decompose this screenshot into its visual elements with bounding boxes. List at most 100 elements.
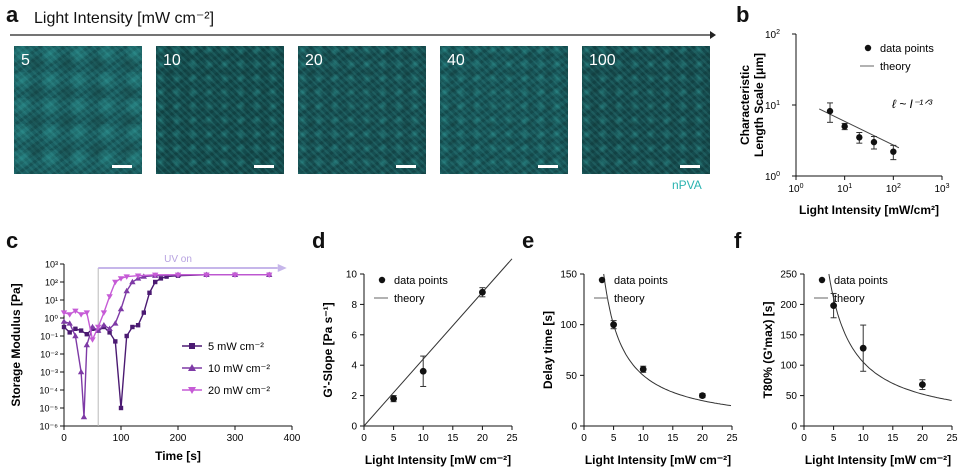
chart-e-delay-time: 0 5 10 15 20 25 0 50 100 150 Light Intensity [mW c… <box>541 270 738 468</box>
y-tick-label: 200 <box>780 300 797 311</box>
y-tick-label: 10⁻¹ <box>40 332 58 342</box>
legend-label-data: data points <box>614 275 668 287</box>
y-tick-label: 10⁻⁵ <box>40 404 59 414</box>
x-tick-label: 20 <box>917 433 929 444</box>
theory-line <box>363 258 513 427</box>
data-marker <box>66 312 73 318</box>
x-tick-label: 100 <box>113 433 130 444</box>
y-tick-label: 101 <box>765 100 780 112</box>
legend-label-theory: theory <box>394 293 425 305</box>
scale-bar <box>538 165 558 168</box>
x-tick-label: 20 <box>477 433 489 444</box>
uv-arrow-head <box>277 264 287 272</box>
x-axis-title: Light Intensity [mW/cm²] <box>799 203 939 217</box>
y-tick-label: 100 <box>765 171 780 183</box>
legend-label-data: data points <box>394 275 448 287</box>
data-marker <box>123 287 130 294</box>
data-marker <box>83 310 90 316</box>
y-tick-label: 0 <box>351 422 357 433</box>
legend-marker-data <box>818 276 826 284</box>
theory-curve <box>603 273 732 407</box>
data-point <box>610 321 617 329</box>
x-tick-exponent: 0 <box>800 183 804 190</box>
legend-label-data: data points <box>880 43 934 55</box>
y-tick-label: 10² <box>45 278 58 288</box>
data-marker <box>113 339 118 344</box>
x-tick-label: 100 <box>788 183 803 195</box>
panel-label-b: b <box>736 2 750 27</box>
x-tick-label: 5 <box>391 433 397 444</box>
data-marker <box>107 330 112 335</box>
x-tick-label: 300 <box>227 433 244 444</box>
data-marker <box>123 274 130 280</box>
scale-bar <box>680 165 700 168</box>
stain-label: nPVA <box>672 178 702 192</box>
theory-line <box>819 108 900 149</box>
data-marker <box>67 330 72 335</box>
micrograph-tile-40: 40 <box>440 46 568 174</box>
data-marker <box>134 273 142 279</box>
x-tick-label: 15 <box>667 433 679 444</box>
data-marker <box>124 333 129 339</box>
data-marker <box>95 324 102 331</box>
scale-bar <box>112 165 132 168</box>
x-tick-label: 400 <box>284 433 300 444</box>
legend-marker-data <box>864 44 872 52</box>
y-axis-title: CharacteristicLength Scale [μm] <box>738 53 766 157</box>
x-tick-exponent: 2 <box>897 183 901 190</box>
data-point <box>479 288 486 296</box>
x-tick-exponent: 1 <box>848 183 852 190</box>
tile-label: 10 <box>163 52 181 69</box>
micrograph-tile-5: 5 <box>14 46 142 174</box>
x-tick-label: 0 <box>361 433 367 444</box>
y-tick-label: 0 <box>791 422 797 433</box>
micrograph-tile-10: 10 <box>156 46 284 174</box>
data-marker <box>60 318 68 324</box>
x-axis-title: Light Intensity [mW cm⁻²] <box>805 453 951 467</box>
data-point <box>870 138 878 146</box>
data-point <box>699 392 706 399</box>
y-tick-exponent: 2 <box>776 29 780 36</box>
x-tick-label: 200 <box>170 433 187 444</box>
x-axis-title: Light Intensity [mW cm⁻²] <box>585 453 731 467</box>
data-marker <box>84 332 89 337</box>
data-marker <box>231 272 239 278</box>
x-tick-label: 15 <box>447 433 459 444</box>
x-tick-label: 5 <box>611 433 617 444</box>
data-marker <box>141 310 146 315</box>
data-point <box>830 302 837 310</box>
scaling-annotation: ℓ ~ I⁻¹ᐟ³ <box>892 97 933 111</box>
y-axis-title-line2: Length Scale [μm] <box>752 53 766 157</box>
data-marker <box>61 324 67 330</box>
data-marker <box>117 305 125 312</box>
data-point <box>639 365 647 373</box>
y-tick-label: 6 <box>351 330 357 341</box>
legend-label-theory: theory <box>614 293 645 305</box>
y-tick-label: 250 <box>780 270 797 281</box>
data-marker <box>112 320 119 326</box>
y-tick-label: 0 <box>571 422 577 433</box>
y-tick-label: 150 <box>560 270 577 281</box>
x-tick-label: 0 <box>61 433 67 444</box>
legend-label-theory: theory <box>834 293 865 305</box>
y-tick-label: 50 <box>566 371 578 382</box>
y-tick-label: 4 <box>351 361 357 372</box>
legend-label: 10 mW cm⁻² <box>208 363 270 375</box>
legend-label: 5 mW cm⁻² <box>208 341 264 353</box>
legend-label: 20 mW cm⁻² <box>208 385 270 397</box>
y-tick-label: 100 <box>780 361 797 372</box>
y-tick-exponent: 1 <box>776 100 780 107</box>
data-point <box>826 107 834 115</box>
data-marker <box>164 274 169 279</box>
tile-label: 40 <box>447 52 465 69</box>
scale-bar <box>254 165 274 168</box>
data-marker <box>89 323 96 330</box>
y-tick-label: 10⁻³ <box>40 368 58 378</box>
x-tick-label: 0 <box>581 433 587 444</box>
data-marker <box>106 294 113 300</box>
x-tick-label: 103 <box>934 183 949 195</box>
x-tick-label: 5 <box>831 433 837 444</box>
legend-marker-data <box>598 276 606 284</box>
intensity-header: Light Intensity [mW cm⁻²] <box>34 10 215 27</box>
data-marker <box>83 341 90 348</box>
